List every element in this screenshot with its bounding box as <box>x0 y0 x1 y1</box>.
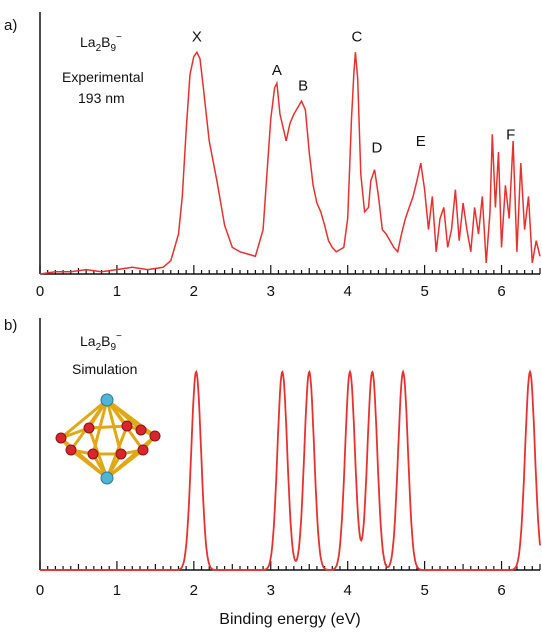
x-tick-label: 4 <box>344 283 352 300</box>
panel-b-ticks <box>39 561 541 570</box>
panel-a-species-el2: B <box>101 34 110 50</box>
x-tick-label: 5 <box>420 582 428 599</box>
la-atom-bottom <box>100 471 114 485</box>
cluster-structure-image <box>55 393 161 485</box>
x-tick-label: 6 <box>497 582 505 599</box>
peak-label-d: D <box>372 140 383 157</box>
peak-label-x: X <box>192 29 202 46</box>
cluster-atoms <box>55 393 161 485</box>
x-tick-label: 1 <box>113 582 121 599</box>
panel-b-species-sub1: 2 <box>96 342 102 353</box>
b-atom <box>87 448 99 460</box>
b-atom <box>115 448 127 460</box>
x-tick-label: 5 <box>420 283 428 300</box>
panel-a-species-sub2: 9 <box>110 43 116 54</box>
x-tick-label: 2 <box>190 582 198 599</box>
panel-b-annotation-line1: Simulation <box>72 361 137 377</box>
x-tick-label: 3 <box>267 582 275 599</box>
panel-a-peak-labels: X AB C D E F <box>192 29 515 157</box>
b-atom <box>121 420 133 432</box>
la-atom-top <box>100 393 114 407</box>
x-tick-label: 0 <box>36 582 44 599</box>
b-atom <box>149 430 161 442</box>
panel-b-tag: b) <box>4 317 17 334</box>
peak-label-c: C <box>352 29 363 46</box>
panel-a-species-sup: − <box>116 32 122 43</box>
panel-b-species-sup: − <box>116 331 122 342</box>
x-tick-label: 1 <box>113 283 121 300</box>
panel-b-species-el2: B <box>101 333 110 349</box>
b-atom <box>135 424 147 436</box>
panel-a-tick-labels: 0 1 2 3 4 5 6 <box>36 283 506 300</box>
x-tick-label: 0 <box>36 283 44 300</box>
peak-label-b: B <box>298 78 308 95</box>
panel-b-species-sub2: 9 <box>110 342 116 353</box>
b-atom <box>137 444 149 456</box>
peak-label-a: A <box>272 62 282 79</box>
x-tick-label: 4 <box>344 582 352 599</box>
x-tick-label: 6 <box>497 283 505 300</box>
x-tick-label: 3 <box>267 283 275 300</box>
b-atom <box>83 422 95 434</box>
panel-b-simulated-line <box>40 369 541 571</box>
b-atom <box>55 432 67 444</box>
x-axis-title: Binding energy (eV) <box>219 611 360 628</box>
peak-label-e: E <box>416 133 426 150</box>
panel-b-species-el1: La <box>80 333 96 349</box>
panel-a-annotation-line2: 193 nm <box>78 90 125 106</box>
peak-label-f: F <box>506 126 515 143</box>
panel-a-species-sub1: 2 <box>96 43 102 54</box>
panel-a-species-el1: La <box>80 34 96 50</box>
panel-a-species-label: La2B9− <box>80 32 122 54</box>
x-tick-label: 2 <box>190 283 198 300</box>
panel-a-tag: a) <box>4 17 17 34</box>
b-atom <box>65 444 77 456</box>
cluster-bonds <box>59 398 157 480</box>
panel-b-species-label: La2B9− <box>80 331 122 353</box>
panel-b-tick-labels: 0 1 2 3 4 5 6 <box>36 582 506 599</box>
panel-a-spectrum-line <box>39 50 541 275</box>
panel-a-annotation-line1: Experimental <box>62 69 144 85</box>
